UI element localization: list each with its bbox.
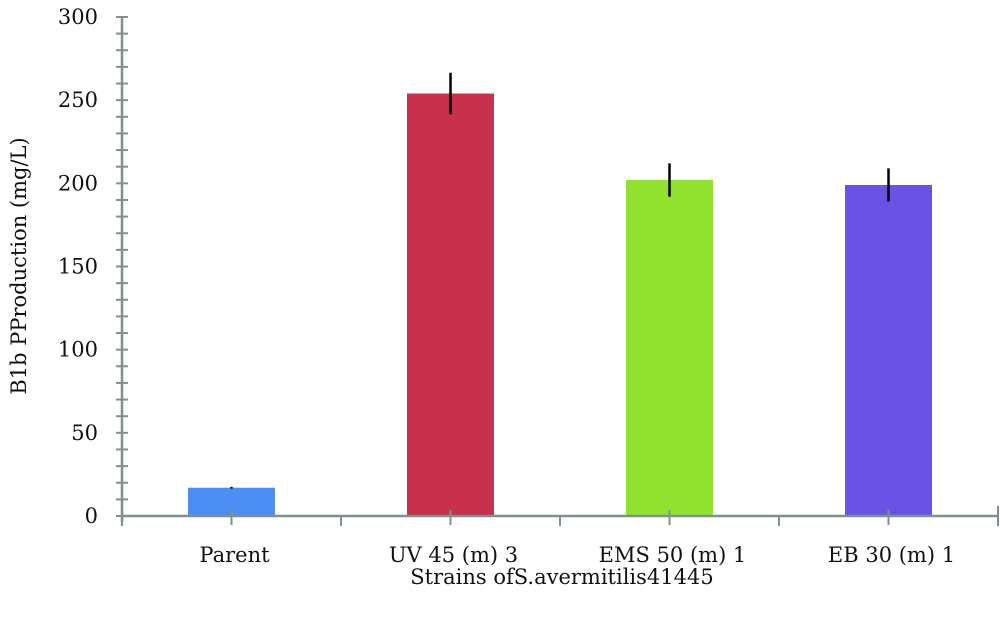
y-tick-label: 300 <box>58 5 98 29</box>
y-axis-title: B1b PProduction (mg/L) <box>7 137 31 394</box>
x-axis: Parent UV 45 (m) 3 EMS 50 (m) 1 EB 30 (m) 1 <box>121 506 999 567</box>
y-tick-label: 0 <box>85 504 98 528</box>
bars-group <box>188 93 932 517</box>
x-category-label: Parent <box>199 543 270 567</box>
y-tick-label: 200 <box>58 171 98 195</box>
x-axis-title: Strains ofS.avermitilis41445 <box>410 565 713 589</box>
bar-2 <box>626 180 713 517</box>
y-tick-label: 100 <box>58 338 98 362</box>
bar-3 <box>845 184 932 516</box>
x-category-label: EB 30 (m) 1 <box>828 543 955 567</box>
error-bars-group <box>230 72 890 489</box>
y-tick-label: 50 <box>71 421 98 445</box>
y-axis: 0 50 100 150 200 250 300 <box>58 5 128 528</box>
x-category-label: UV 45 (m) 3 <box>389 543 518 567</box>
y-tick-label: 250 <box>58 88 98 112</box>
bar-1 <box>407 93 494 516</box>
y-tick-label: 150 <box>58 255 98 279</box>
x-category-label: EMS 50 (m) 1 <box>599 543 747 567</box>
